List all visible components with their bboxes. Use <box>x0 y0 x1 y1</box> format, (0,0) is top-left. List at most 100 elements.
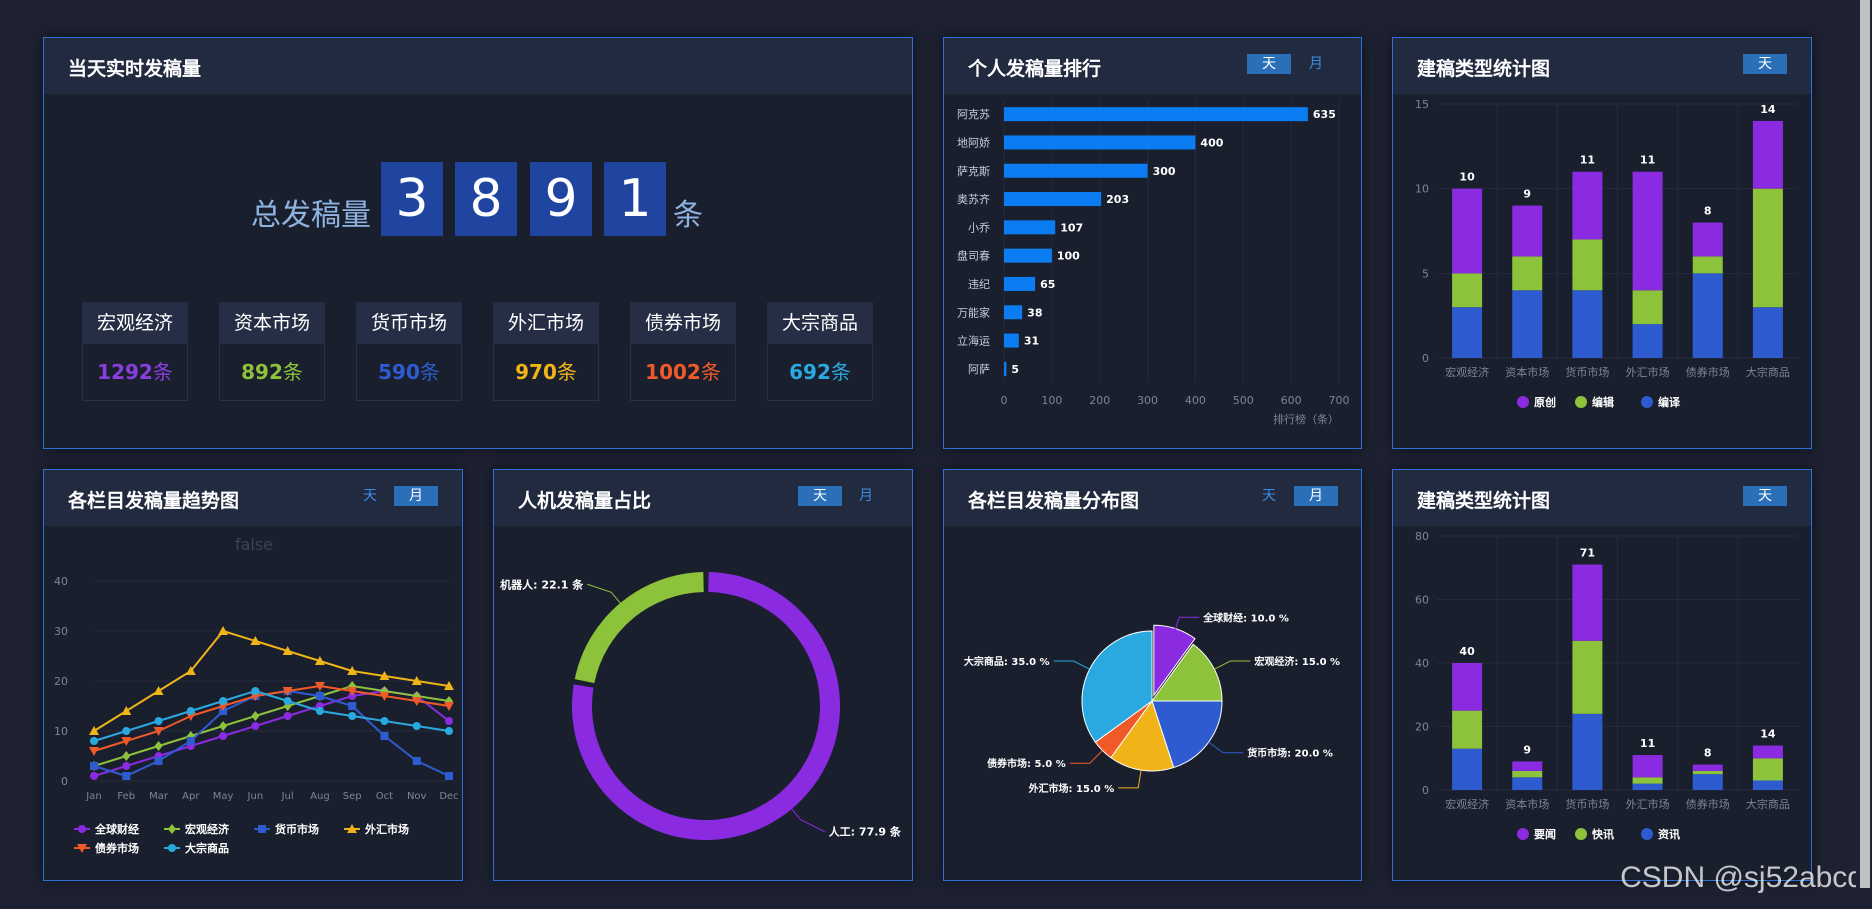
bar-segment <box>1752 188 1783 308</box>
data-point <box>185 666 196 675</box>
bar-segment <box>1752 780 1783 790</box>
category-value: 1002条 <box>630 344 736 401</box>
category-card-commodity: 大宗商品 692条 <box>767 302 873 401</box>
data-point <box>90 737 98 745</box>
digit-1: 3 <box>381 162 443 236</box>
bar-segment <box>1512 290 1543 358</box>
x-tick-label: Jan <box>85 791 101 802</box>
x-tick-label: Mar <box>149 791 169 802</box>
x-tick-label: Nov <box>407 791 427 802</box>
data-label: 31 <box>1024 335 1039 348</box>
data-point <box>347 666 358 675</box>
data-label: 14 <box>1760 728 1776 741</box>
x-axis-label: 排行榜（条） <box>1273 412 1339 426</box>
data-point <box>219 721 228 731</box>
x-tick-label: Sep <box>343 791 362 802</box>
bar-segment <box>1692 764 1723 771</box>
data-point <box>154 741 163 751</box>
bar-segment <box>1752 307 1783 358</box>
data-point <box>154 717 163 725</box>
data-point <box>445 727 453 735</box>
digit-2: 8 <box>455 162 517 236</box>
watermark: CSDN @sj52abcd <box>1620 861 1864 894</box>
label-leader <box>1053 660 1090 670</box>
x-tick-label: 资本市场 <box>1505 797 1549 811</box>
y-tick-label: 0 <box>61 775 68 788</box>
data-label: 9 <box>1523 188 1531 201</box>
type-stats-chart-2: 0 20 40 60 80 40 宏观经济 9 资本市场 71 货币市场 11 外汇市场 8 债券市场 14 大… <box>1415 530 1798 841</box>
legend-label: 外汇市场 <box>364 822 409 836</box>
y-tick-label: 40 <box>1415 657 1429 670</box>
bar-segment <box>1632 755 1663 778</box>
panel-realtime-total: 当天实时发稿量 总发稿量 3 8 9 1 条 宏观经济 1292条 资本市场 8… <box>43 37 913 449</box>
bar <box>1004 248 1052 263</box>
y-tick-label: 60 <box>1415 594 1429 607</box>
toggle-month[interactable]: 月 <box>1309 56 1323 72</box>
panel-type-stats: 建稿类型统计图 天 0 5 10 15 10 宏观经济 9 资本市场 11 货币市场 11 外汇市场 8… <box>1392 37 1812 449</box>
data-label: 635 <box>1313 108 1336 121</box>
category-card-bond: 债券市场 1002条 <box>630 302 736 401</box>
toggle-month[interactable]: 月 <box>859 488 873 504</box>
y-tick-label: 奥苏齐 <box>957 192 990 206</box>
x-tick-label: Aug <box>310 791 330 802</box>
scrollbar[interactable] <box>1856 0 1872 909</box>
data-label: 38 <box>1027 306 1042 319</box>
bar <box>1004 107 1308 122</box>
panel-header: 各栏目发稿量分布图 天 月 <box>944 470 1361 526</box>
data-point <box>258 825 266 833</box>
bar-segment <box>1632 783 1663 790</box>
data-point <box>445 717 453 725</box>
bar <box>1004 276 1036 291</box>
data-point <box>168 824 176 834</box>
bar <box>1004 192 1102 207</box>
category-name: 资本市场 <box>219 302 325 344</box>
digit-3: 9 <box>530 162 592 236</box>
y-tick-label: 40 <box>54 575 68 588</box>
y-tick-label: 15 <box>1415 98 1429 111</box>
data-label: 40 <box>1459 645 1475 658</box>
bar-segment <box>1692 774 1723 790</box>
series-line <box>93 689 450 742</box>
data-label: 65 <box>1040 278 1055 291</box>
legend-label: 编译 <box>1658 395 1681 409</box>
y-tick-label: 5 <box>1422 267 1429 280</box>
bar <box>1004 163 1148 178</box>
toggle-day[interactable]: 天 <box>1262 488 1276 504</box>
data-point <box>219 732 228 740</box>
slice-label: 货币市场: 20.0 % <box>1247 747 1333 760</box>
toggle-month[interactable]: 月 <box>394 486 438 506</box>
total-unit: 条 <box>673 198 703 233</box>
x-tick-label: Jun <box>247 791 264 802</box>
data-point <box>282 687 293 696</box>
x-tick-label: 0 <box>1001 394 1008 407</box>
data-point <box>379 692 390 701</box>
data-point <box>314 682 325 691</box>
toggle-day[interactable]: 天 <box>798 486 842 506</box>
category-name: 货币市场 <box>356 302 462 344</box>
x-tick-label: 宏观经济 <box>1445 365 1489 379</box>
y-tick-label: 20 <box>1415 721 1429 734</box>
panel-header: 人机发稿量占比 天 月 <box>494 470 912 526</box>
data-point <box>283 697 292 705</box>
x-tick-label: Oct <box>376 791 393 802</box>
data-point <box>445 772 453 780</box>
data-point <box>315 692 324 700</box>
toggle-day[interactable]: 天 <box>363 488 377 504</box>
data-point <box>122 727 131 735</box>
panel-header: 建稿类型统计图 天 <box>1393 38 1811 94</box>
toggle-month[interactable]: 月 <box>1294 486 1338 506</box>
pie-slice <box>1081 630 1153 743</box>
data-point <box>411 676 422 685</box>
toggle-day[interactable]: 天 <box>1743 54 1787 74</box>
scrollbar-thumb[interactable] <box>1860 0 1870 888</box>
data-point <box>412 757 421 765</box>
x-tick-label: 200 <box>1089 394 1110 407</box>
toggle-day[interactable]: 天 <box>1247 54 1291 74</box>
chart-subtitle: false <box>235 535 273 554</box>
x-tick-label: 宏观经济 <box>1445 797 1489 811</box>
bar-segment <box>1512 256 1543 291</box>
data-point <box>411 697 422 706</box>
toggle-day[interactable]: 天 <box>1743 486 1787 506</box>
data-point <box>315 707 324 715</box>
data-point <box>218 626 229 635</box>
